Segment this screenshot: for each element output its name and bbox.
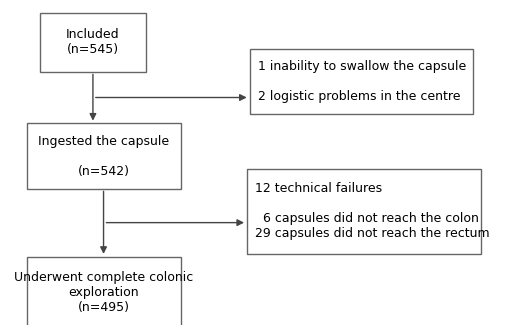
Text: Ingested the capsule

(n=542): Ingested the capsule (n=542) xyxy=(38,135,169,177)
FancyBboxPatch shape xyxy=(27,124,181,188)
FancyBboxPatch shape xyxy=(27,257,181,325)
Text: Included
(n=545): Included (n=545) xyxy=(66,28,119,56)
FancyBboxPatch shape xyxy=(247,169,481,254)
Text: 1 inability to swallow the capsule

2 logistic problems in the centre: 1 inability to swallow the capsule 2 log… xyxy=(258,60,466,103)
FancyBboxPatch shape xyxy=(40,13,146,72)
FancyBboxPatch shape xyxy=(250,49,473,114)
Text: Underwent complete colonic
exploration
(n=495): Underwent complete colonic exploration (… xyxy=(14,271,193,314)
Text: 12 technical failures

  6 capsules did not reach the colon
29 capsules did not : 12 technical failures 6 capsules did not… xyxy=(255,182,490,240)
